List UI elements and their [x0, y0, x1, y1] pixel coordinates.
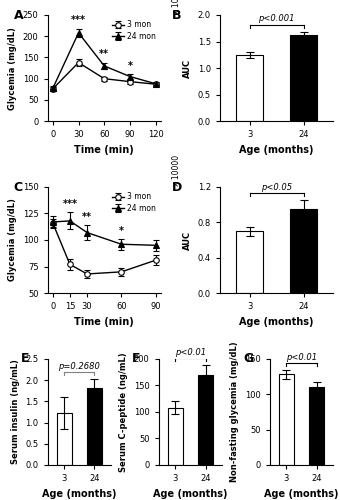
Text: C: C — [14, 180, 23, 194]
Text: p<0.01: p<0.01 — [175, 348, 206, 356]
Text: x 10000: x 10000 — [172, 0, 181, 14]
Y-axis label: Non-fasting glycemia (mg/dL): Non-fasting glycemia (mg/dL) — [231, 342, 239, 482]
X-axis label: Time (min): Time (min) — [74, 316, 134, 326]
Text: x 10000: x 10000 — [172, 154, 181, 186]
Text: B: B — [172, 8, 182, 22]
X-axis label: Age (months): Age (months) — [264, 488, 339, 498]
Legend: 3 mon, 24 mon: 3 mon, 24 mon — [110, 19, 157, 42]
Text: ***: *** — [63, 199, 78, 209]
Y-axis label: AUC: AUC — [183, 58, 192, 78]
Text: E: E — [21, 352, 30, 366]
Legend: 3 mon, 24 mon: 3 mon, 24 mon — [110, 191, 157, 214]
Text: **: ** — [99, 50, 109, 59]
X-axis label: Age (months): Age (months) — [153, 488, 228, 498]
Y-axis label: Serum insulin (ng/mL): Serum insulin (ng/mL) — [11, 360, 20, 465]
Bar — [168, 408, 183, 465]
Text: ***: *** — [71, 16, 86, 26]
Text: p<0.01: p<0.01 — [286, 352, 317, 362]
Bar — [236, 231, 263, 293]
Text: *: * — [119, 226, 124, 236]
Text: D: D — [172, 180, 183, 194]
Bar — [57, 413, 72, 465]
Y-axis label: Serum C-peptide (ng/mL): Serum C-peptide (ng/mL) — [119, 352, 128, 472]
Y-axis label: Glycemia (mg/dL): Glycemia (mg/dL) — [8, 198, 17, 281]
Bar — [290, 34, 317, 121]
Bar — [87, 388, 102, 465]
X-axis label: Age (months): Age (months) — [239, 144, 314, 154]
Text: p<0.001: p<0.001 — [258, 14, 295, 24]
Bar — [198, 375, 213, 465]
Text: p<0.05: p<0.05 — [261, 182, 292, 192]
Text: F: F — [132, 352, 140, 366]
Text: **: ** — [82, 212, 92, 222]
Y-axis label: AUC: AUC — [183, 230, 192, 250]
Text: *: * — [128, 61, 133, 71]
Bar — [290, 209, 317, 293]
X-axis label: Time (min): Time (min) — [74, 144, 134, 154]
Bar — [309, 387, 324, 465]
Text: A: A — [14, 8, 23, 22]
Bar — [279, 374, 294, 465]
X-axis label: Age (months): Age (months) — [239, 316, 314, 326]
Text: p=0.2680: p=0.2680 — [58, 362, 100, 371]
Bar — [236, 55, 263, 121]
Text: G: G — [243, 352, 253, 366]
Y-axis label: Glycemia (mg/dL): Glycemia (mg/dL) — [8, 26, 17, 110]
X-axis label: Age (months): Age (months) — [42, 488, 117, 498]
